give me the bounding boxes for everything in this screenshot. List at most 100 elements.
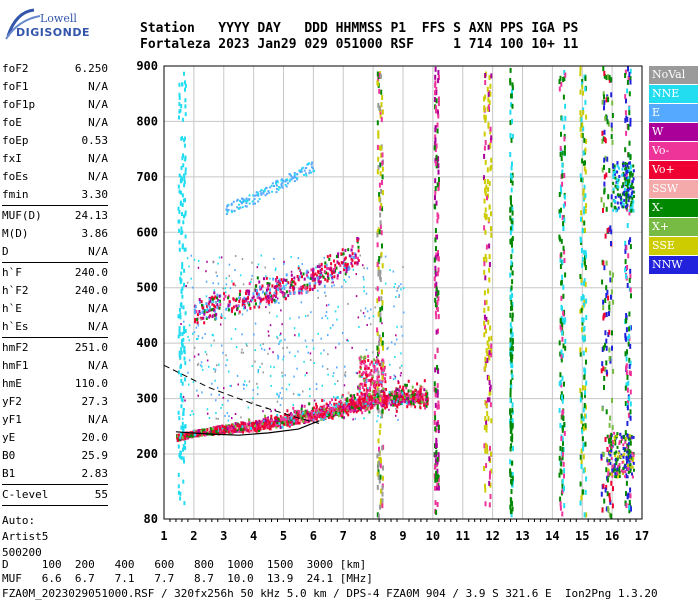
- echo-point: [359, 365, 362, 369]
- echo-point: [348, 405, 351, 409]
- echo-point: [304, 339, 307, 342]
- echo-point: [376, 367, 379, 373]
- echo-point: [366, 400, 369, 403]
- echo-point: [282, 418, 285, 422]
- echo-point: [211, 429, 213, 433]
- echo-point: [561, 425, 564, 431]
- echo-point: [564, 103, 567, 109]
- echo-point: [511, 312, 514, 318]
- echo-point: [207, 309, 210, 313]
- echo-point: [365, 292, 368, 295]
- echo-point: [393, 305, 395, 308]
- echo-point: [583, 278, 586, 284]
- echo-point: [222, 287, 224, 290]
- echo-point: [381, 375, 384, 381]
- echo-point: [419, 384, 422, 388]
- echo-point: [276, 287, 279, 291]
- echo-point: [319, 280, 322, 284]
- echo-point: [583, 403, 586, 408]
- echo-point: [376, 512, 379, 518]
- echo-point: [213, 291, 216, 295]
- echo-point: [436, 502, 439, 507]
- echo-point: [488, 277, 491, 283]
- x-tick-label: 13: [515, 529, 529, 543]
- echo-point: [377, 133, 380, 139]
- echo-point: [581, 335, 584, 341]
- echo-point: [380, 369, 383, 373]
- echo-point: [228, 274, 230, 277]
- echo-point: [484, 487, 487, 493]
- echo-point: [313, 399, 316, 402]
- echo-point: [372, 384, 375, 388]
- echo-point: [283, 260, 285, 263]
- echo-point: [231, 431, 234, 435]
- echo-point: [260, 189, 263, 191]
- echo-point: [243, 307, 245, 310]
- echo-point: [603, 265, 606, 271]
- echo-point: [306, 409, 309, 413]
- echo-point: [251, 296, 254, 300]
- echo-point: [484, 94, 487, 100]
- echo-point: [564, 272, 567, 278]
- echo-point: [315, 408, 318, 412]
- echo-point: [611, 330, 613, 336]
- echo-point: [605, 369, 608, 375]
- echo-point: [581, 133, 584, 138]
- echo-point: [379, 423, 382, 429]
- echo-point: [269, 424, 272, 428]
- echo-point: [214, 305, 217, 309]
- echo-point: [195, 310, 198, 314]
- echo-point: [230, 209, 233, 212]
- echo-point: [392, 399, 395, 403]
- echo-point: [273, 286, 276, 289]
- echo-point: [584, 255, 586, 261]
- echo-point: [266, 419, 269, 423]
- echo-point: [358, 384, 361, 388]
- echo-point: [605, 260, 608, 266]
- echo-point: [277, 279, 280, 283]
- echo-point: [410, 404, 413, 408]
- echo-point: [350, 403, 353, 407]
- echo-point: [371, 397, 373, 401]
- echo-point: [206, 309, 209, 312]
- echo-point: [608, 304, 611, 310]
- echo-point: [583, 160, 585, 166]
- echo-point: [281, 291, 284, 294]
- echo-point: [218, 300, 220, 303]
- echo-point: [220, 406, 222, 409]
- echo-point: [509, 328, 512, 334]
- echo-point: [373, 366, 376, 370]
- echo-point: [243, 387, 245, 390]
- echo-point: [350, 399, 353, 403]
- echo-point: [509, 346, 512, 352]
- echo-point: [216, 275, 218, 277]
- echo-point: [182, 435, 185, 438]
- echo-point: [366, 392, 369, 396]
- echo-point: [376, 242, 379, 248]
- echo-point: [305, 414, 308, 418]
- echo-point: [627, 152, 630, 158]
- echo-point: [317, 278, 320, 282]
- echo-point: [261, 284, 264, 288]
- x-tick-label: 8: [370, 529, 377, 543]
- echo-point: [509, 429, 512, 434]
- echo-point: [312, 347, 315, 350]
- echo-point: [396, 325, 398, 328]
- echo-point: [511, 332, 514, 338]
- echo-point: [278, 340, 281, 343]
- echo-point: [373, 402, 376, 406]
- echo-point: [181, 436, 184, 440]
- echo-point: [489, 389, 492, 395]
- echo-point: [624, 147, 627, 153]
- echo-point: [604, 437, 607, 442]
- echo-point: [255, 429, 258, 433]
- echo-point: [559, 184, 562, 190]
- echo-point: [437, 368, 440, 374]
- echo-point: [579, 71, 582, 77]
- echo-point: [437, 255, 440, 261]
- echo-point: [509, 379, 512, 385]
- echo-point: [356, 256, 359, 260]
- echo-point: [240, 201, 243, 204]
- echo-point: [243, 300, 246, 303]
- echo-point: [560, 252, 563, 258]
